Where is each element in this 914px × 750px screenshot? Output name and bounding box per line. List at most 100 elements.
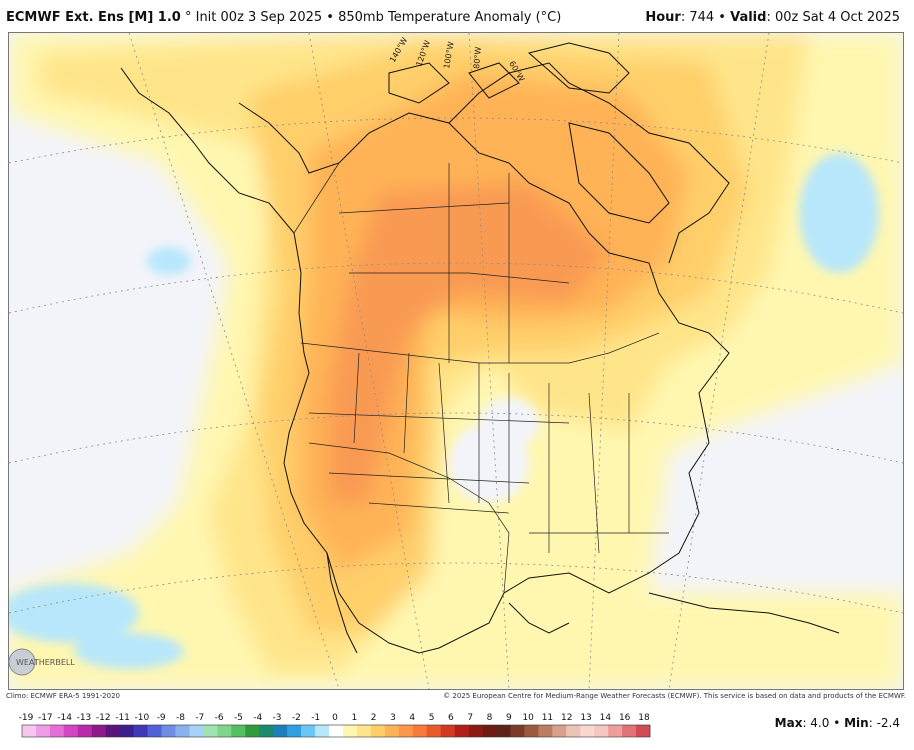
max-min-summary: Max: 4.0 • Min: -2.4	[775, 716, 900, 730]
colorbar-swatch	[175, 725, 190, 737]
colorbar-swatch	[622, 725, 637, 737]
colorbar-tick-label: 1	[351, 713, 357, 723]
anomaly-map[interactable]: 140°W 120°W 100°W 80°W 60°W	[8, 32, 904, 690]
colorbar-outline	[21, 724, 651, 738]
colorbar-swatch	[426, 725, 441, 737]
min-value: : -2.4	[868, 716, 900, 730]
colorbar-tick-label: -3	[273, 713, 282, 723]
colorbar-tick-label: -14	[57, 713, 72, 723]
colorbar-tick-label: 11	[542, 713, 553, 723]
colorbar-swatch	[329, 725, 344, 737]
colorbar-tick-label: -5	[234, 713, 243, 723]
max-min-separator: •	[829, 716, 845, 730]
colorbar-tick-label: 5	[429, 713, 435, 723]
map-title: ECMWF Ext. Ens [M] 1.0 ° Init 00z 3 Sep …	[6, 10, 561, 25]
colorbar-legend: -19 -17 -14 -13 -12 -11 -10 -9 -8 -7 -6 -5 -4 -3 -2 -1 0…	[0, 709, 660, 743]
hour-value: : 744	[680, 10, 715, 25]
colorbar-tick-label: -12	[96, 713, 111, 723]
colorbar-tick-label: -6	[215, 713, 224, 723]
colorbar-tick-label: -7	[195, 713, 204, 723]
valid-label: Valid	[730, 10, 767, 25]
colorbar-swatch	[49, 725, 65, 737]
colorbar-tick-label: 9	[506, 713, 512, 723]
valid-value: : 00z Sat 4 Oct 2025	[766, 10, 900, 25]
variable-name: 850mb Temperature Anomaly (°C)	[338, 10, 562, 25]
graticule	[9, 33, 903, 689]
model-name: ECMWF Ext. Ens [M] 1.0	[6, 10, 181, 25]
colorbar-tick-label: 8	[487, 713, 493, 723]
colorbar-swatch	[412, 725, 428, 737]
lon-label-80w: 80°W	[472, 46, 483, 69]
colorbar-tick-label: 13	[580, 713, 591, 723]
colorbar-swatch	[594, 725, 609, 737]
colorbar-swatch	[482, 725, 497, 737]
colorbar-swatch	[133, 725, 148, 737]
colorbar-swatch	[119, 725, 134, 737]
colorbar-tick-label: -9	[157, 713, 166, 723]
weatherbell-logo: WEATHERBELL	[8, 644, 98, 680]
colorbar-swatch	[342, 725, 358, 737]
logo-svg: WEATHERBELL	[8, 648, 75, 676]
valid-bullet: •	[718, 10, 726, 25]
colorbar-swatch	[245, 725, 260, 737]
colorbar-swatch	[161, 725, 176, 737]
copyright-note: © 2025 European Centre for Medium-Range …	[443, 692, 906, 700]
colorbar-tick-label: 3	[390, 713, 396, 723]
colorbar-tick-label: -10	[135, 713, 150, 723]
colorbar-swatch	[287, 725, 302, 737]
colorbar-swatch	[189, 725, 204, 737]
logo-text: WEATHERBELL	[16, 658, 75, 667]
colorbar-swatch	[77, 725, 93, 737]
colorbar-swatch	[580, 725, 595, 737]
colorbar-tick-label: 12	[561, 713, 572, 723]
colorbar-swatch	[203, 725, 218, 737]
colorbar-swatch	[147, 725, 162, 737]
colorbar-swatch	[538, 725, 553, 737]
colorbar-swatch	[105, 725, 120, 737]
colorbar-swatch	[231, 725, 246, 737]
anomaly-field	[9, 33, 903, 689]
colorbar-swatch	[217, 725, 232, 737]
colorbar-swatch	[510, 725, 525, 737]
max-value: : 4.0	[802, 716, 830, 730]
colorbar-swatch	[91, 725, 107, 737]
colorbar-tick-label: 16	[619, 713, 631, 723]
colorbar-tick-label: 7	[467, 713, 473, 723]
colorbar-swatch	[259, 725, 274, 737]
colorbar-swatch	[315, 725, 330, 737]
colorbar-swatch	[356, 725, 372, 737]
colorbar-swatch	[384, 725, 400, 737]
title-bullet: •	[326, 10, 334, 25]
colorbar-swatch	[496, 725, 511, 737]
colorbar-tick-label: -11	[115, 713, 130, 723]
colorbar-swatch	[273, 725, 288, 737]
colorbar-tick-label: 10	[522, 713, 534, 723]
colorbar-swatch	[301, 725, 316, 737]
valid-time: Hour: 744 • Valid: 00z Sat 4 Oct 2025	[645, 10, 900, 25]
colorbar-tick-label: 6	[448, 713, 454, 723]
colorbar-swatch	[608, 725, 623, 737]
colorbar-swatch	[35, 725, 51, 737]
colorbar-swatch	[566, 725, 581, 737]
colorbar-swatch	[63, 725, 79, 737]
colorbar-swatch	[22, 725, 37, 737]
logo-globe-icon	[8, 648, 36, 676]
climo-note: Climo: ECMWF ERA-5 1991-2020	[6, 692, 120, 700]
coastlines	[120, 42, 840, 654]
colorbar-swatch	[552, 725, 567, 737]
political-boundaries	[293, 162, 669, 594]
degree-symbol: °	[184, 10, 192, 25]
colorbar-tick-label: -19	[19, 713, 34, 723]
colorbar-tick-label: 2	[371, 713, 377, 723]
colorbar-swatch	[524, 725, 539, 737]
colorbar-swatch	[370, 725, 386, 737]
colorbar-swatch	[398, 725, 414, 737]
colorbar-swatch	[636, 725, 651, 737]
colorbar-tick-label: 4	[409, 713, 415, 723]
colorbar-tick-label: -8	[176, 713, 185, 723]
map-header: ECMWF Ext. Ens [M] 1.0 ° Init 00z 3 Sep …	[0, 0, 914, 32]
init-time: Init 00z 3 Sep 2025	[195, 10, 323, 25]
colorbar-tick-label: -4	[253, 713, 262, 723]
colorbar-tick-label: -17	[38, 713, 53, 723]
hour-label: Hour	[645, 10, 681, 25]
